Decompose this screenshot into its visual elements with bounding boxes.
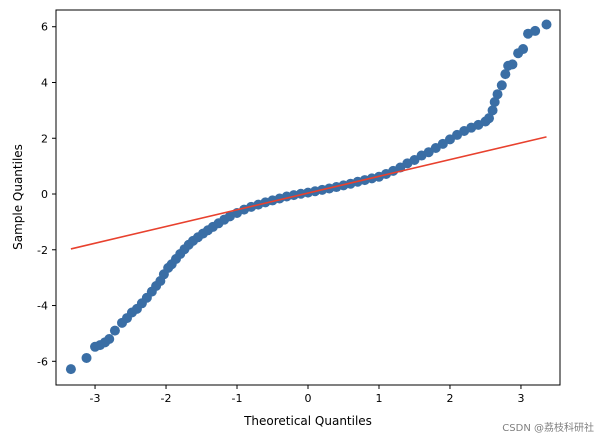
x-axis-label: Theoretical Quantiles	[243, 414, 372, 428]
x-tick-label: 3	[517, 392, 524, 405]
data-point	[492, 89, 503, 100]
data-point	[500, 69, 511, 80]
y-tick-label: -2	[37, 244, 48, 257]
data-point	[496, 80, 507, 91]
x-tick-label: -2	[161, 392, 172, 405]
plot-area	[65, 19, 552, 375]
data-point	[487, 105, 498, 116]
x-tick-label: -3	[90, 392, 101, 405]
reference-line	[70, 136, 547, 250]
y-tick-label: 6	[41, 21, 48, 34]
data-point	[530, 25, 541, 36]
data-point	[81, 352, 92, 363]
axis-ticks: -3 -2 -1 0 1 2 3 -6 -4 -2 0 2 4 6	[37, 9, 561, 405]
y-tick-label: -6	[37, 355, 48, 368]
y-tick-label: -4	[37, 300, 48, 313]
y-tick-label: 4	[41, 76, 48, 89]
x-tick-label: 2	[446, 392, 453, 405]
data-point	[489, 97, 500, 108]
y-tick-label: 2	[41, 132, 48, 145]
y-axis-label: Sample Quantiles	[11, 144, 25, 250]
y-tick-label: 0	[41, 188, 48, 201]
data-point	[541, 19, 552, 30]
x-tick-label: -1	[232, 392, 243, 405]
data-point	[484, 113, 495, 124]
watermark: CSDN @荔枝科研社	[502, 423, 594, 434]
data-point	[65, 364, 76, 375]
x-tick-label: 0	[305, 392, 312, 405]
x-tick-label: 1	[375, 392, 382, 405]
data-point	[109, 325, 120, 336]
data-point	[518, 44, 529, 55]
data-point	[507, 59, 518, 70]
data-point	[104, 333, 115, 344]
